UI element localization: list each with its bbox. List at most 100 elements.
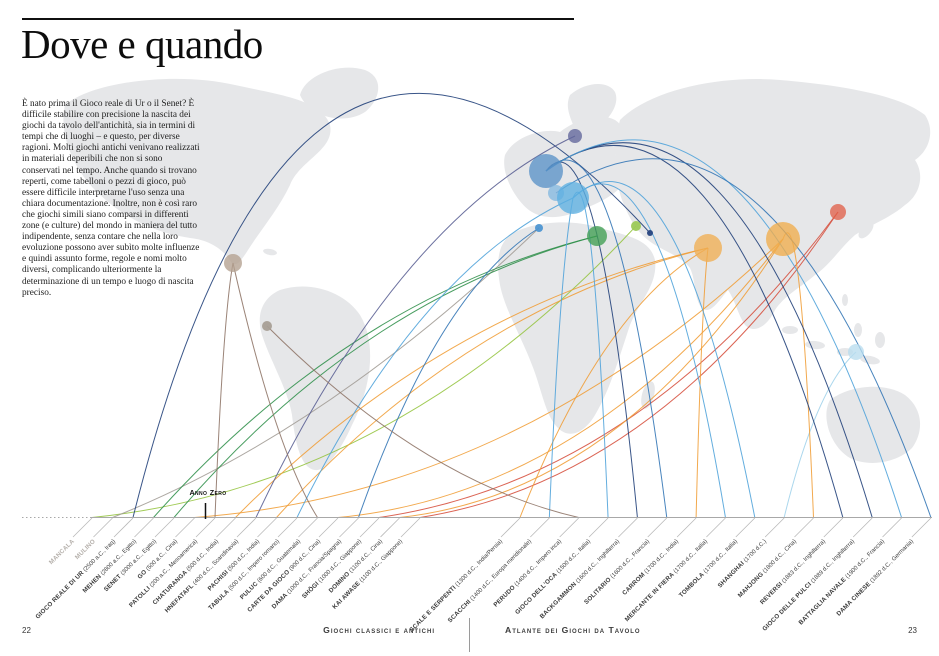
origin-arc [695,247,709,518]
origin-arc [132,92,651,518]
label-stub [735,517,756,538]
left-page-number: 22 [22,626,31,635]
game-date: (1700 d.C.) [741,538,769,565]
continent-island [875,332,885,348]
continent-island [842,294,848,306]
continent-island [641,381,655,409]
game-name: Carrom [621,570,647,597]
origin-arc [519,247,709,518]
origin-arc [266,325,579,518]
label-stub [359,517,380,538]
label-stub [195,517,216,538]
continent [567,84,617,133]
label-stub [794,517,814,538]
continent-island [858,221,874,239]
continent [498,222,656,434]
label-stub [676,517,697,538]
game-date: (1300 d.C., India/Persia) [453,538,504,589]
origin-arc [276,247,709,518]
origin-bubbles [224,129,864,360]
continent [826,386,921,463]
label-stub [257,517,277,538]
label-stub [318,517,339,538]
origin-bubble-china [766,222,800,256]
origin-arc [153,235,598,518]
label-stub [298,517,318,538]
label-stub [559,517,579,538]
game-date: (3000 a.C., Egitto) [118,538,158,578]
top-rule [22,18,574,20]
origin-bubble-uk [529,154,563,188]
origin-arc [296,197,574,518]
anno-zero-label: Anno Zero [189,488,227,497]
continent [615,79,931,330]
label-stub [500,517,521,538]
origin-arc [173,235,598,518]
origin-arc [555,158,932,518]
origin-arc [548,197,574,518]
game-name: Mercante in fiera [624,570,677,623]
origin-bubble-iberia [535,224,543,232]
label-stub [852,517,873,538]
origin-arc [194,238,784,518]
label-stub [530,517,550,538]
world-map [63,67,931,471]
right-page-number: 23 [908,626,917,635]
origin-arc [419,211,839,518]
label-stub [277,517,298,538]
label-stub [339,517,359,538]
origin-bubble-seasia [848,344,864,360]
label-stub [93,517,113,538]
origin-bubble-mediterraneo [587,226,607,246]
origin-bubble-india [694,234,722,262]
timeline-axis [22,503,932,538]
origin-arc [399,238,784,518]
label-stub [175,517,195,538]
label-stub [154,517,175,538]
label-stub [764,517,785,538]
label-stub [882,517,902,538]
label-stub [134,517,154,538]
origin-arc [235,247,709,518]
game-name: Perudo [492,583,517,609]
origin-arc [214,262,234,518]
origin-arc [783,351,857,518]
continent [504,116,629,218]
origin-arc [112,227,540,518]
label-stub [216,517,236,538]
game-name: Solitario [582,575,613,606]
origin-bubble-caspian [631,221,641,231]
origin-arc [337,238,784,518]
origin-bubble-scandinavia [568,129,582,143]
origin-bubble-iraq [647,230,653,236]
origin-bubble-europe_c [557,182,589,214]
origin-arc [232,262,318,518]
origin-bubble-japan [830,204,846,220]
origin-arc [91,225,637,518]
game-name: Shanghai [716,559,747,589]
origin-arc [545,144,844,518]
origin-arc [358,227,540,518]
continent [259,286,371,471]
right-footer-section: Atlante dei Giochi da Tavolo [505,625,641,635]
label-stub [911,517,932,538]
game-name: Reversi [758,580,784,606]
continent-island [854,323,862,337]
continent-island [263,248,277,256]
continent-island [841,179,863,211]
label-stub [72,517,93,538]
origin-arc [545,142,873,518]
label-stub [236,517,257,538]
label-stub [647,517,668,538]
continent-island [782,326,798,334]
game-name: Mahjong [736,570,765,599]
origin-arc [572,181,756,518]
continent [63,78,331,265]
page-title: Dove e quando [21,21,263,67]
game-name: Tombola [677,570,706,599]
origin-bubble-mesoamerica [224,254,242,272]
intro-paragraph: È nato prima il Gioco reale di Ur o il S… [22,99,200,298]
label-stub [400,517,421,538]
